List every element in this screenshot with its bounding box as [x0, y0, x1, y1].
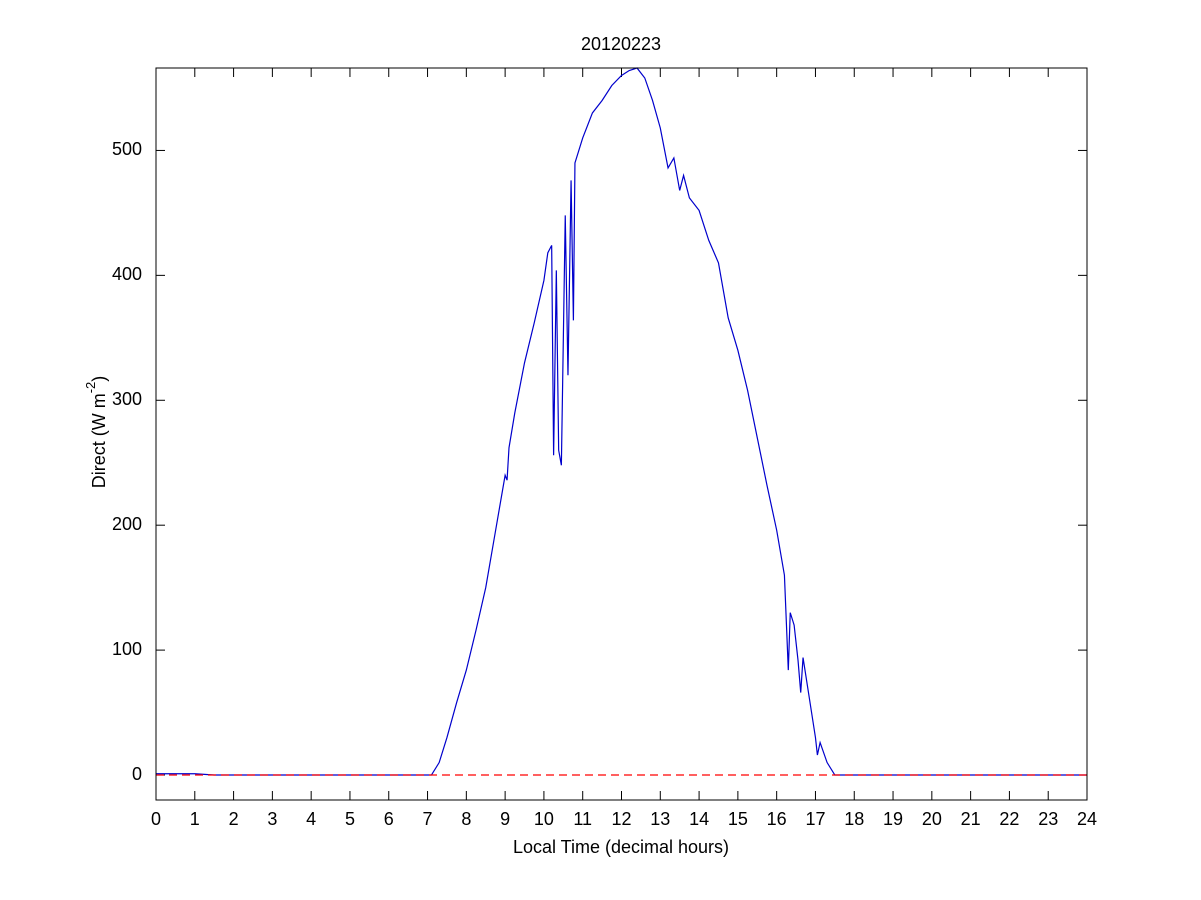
y-label-end: ) — [89, 376, 109, 382]
x-tick-label: 13 — [650, 809, 670, 829]
y-tick-label: 500 — [112, 139, 142, 159]
x-tick-label: 5 — [345, 809, 355, 829]
x-tick-label: 8 — [461, 809, 471, 829]
x-tick-label: 12 — [611, 809, 631, 829]
x-tick-label: 16 — [767, 809, 787, 829]
x-tick-label: 17 — [805, 809, 825, 829]
x-tick-label: 21 — [961, 809, 981, 829]
y-tick-label: 100 — [112, 639, 142, 659]
x-tick-label: 3 — [267, 809, 277, 829]
x-axis-label: Local Time (decimal hours) — [513, 837, 729, 857]
x-tick-label: 0 — [151, 809, 161, 829]
x-tick-label: 6 — [384, 809, 394, 829]
data-line — [156, 67, 1087, 776]
y-tick-label: 0 — [132, 764, 142, 784]
x-tick-label: 24 — [1077, 809, 1097, 829]
x-tick-label: 7 — [423, 809, 433, 829]
x-tick-label: 19 — [883, 809, 903, 829]
y-axis-label: Direct (W m-2) — [83, 376, 108, 489]
x-tick-label: 1 — [190, 809, 200, 829]
y-tick-label: 400 — [112, 264, 142, 284]
x-tick-label: 2 — [229, 809, 239, 829]
axes-box — [155, 67, 1088, 801]
x-tick-label: 18 — [844, 809, 864, 829]
x-tick-label: 9 — [500, 809, 510, 829]
chart-title: 20120223 — [581, 34, 661, 54]
y-label-sup: -2 — [83, 382, 98, 394]
y-tick-label: 200 — [112, 514, 142, 534]
y-tick-label: 300 — [112, 389, 142, 409]
x-tick-label: 22 — [999, 809, 1019, 829]
y-label-main: Direct (W m — [89, 393, 109, 488]
x-tick-label: 14 — [689, 809, 709, 829]
x-tick-label: 23 — [1038, 809, 1058, 829]
x-tick-label: 20 — [922, 809, 942, 829]
x-tick-label: 15 — [728, 809, 748, 829]
x-tick-label: 10 — [534, 809, 554, 829]
x-tick-label: 4 — [306, 809, 316, 829]
x-tick-label: 11 — [573, 809, 592, 829]
